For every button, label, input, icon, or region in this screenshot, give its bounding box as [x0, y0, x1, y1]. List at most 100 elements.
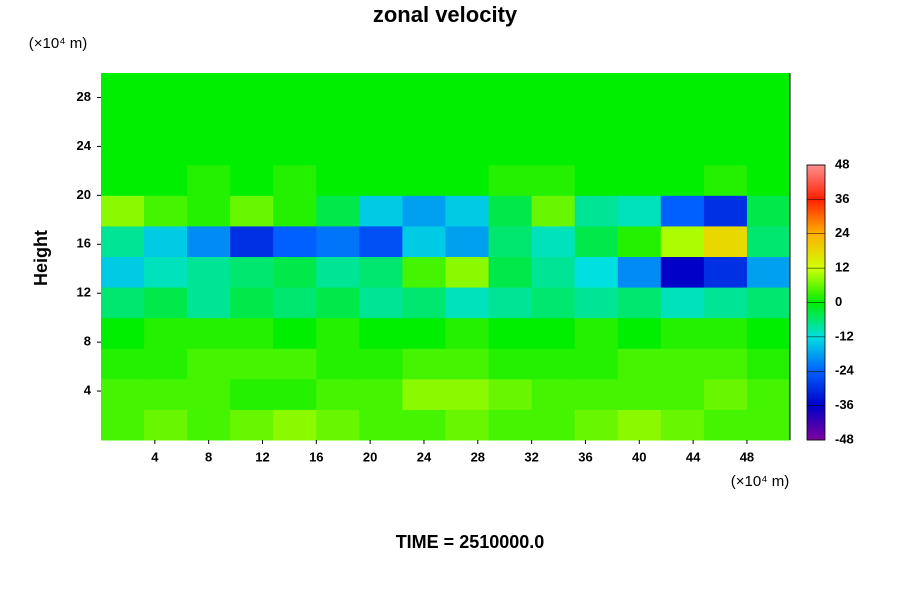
heat-cell	[746, 409, 791, 441]
heat-cell	[187, 317, 231, 349]
x-tick-label: 16	[309, 449, 323, 464]
heat-cell	[101, 348, 145, 380]
heat-cell	[660, 409, 705, 441]
heat-cell	[746, 134, 791, 166]
heat-cell	[101, 225, 145, 257]
heat-cell	[617, 348, 662, 380]
heat-cell	[230, 225, 274, 257]
heat-cell	[660, 134, 705, 166]
heat-cell	[660, 73, 705, 105]
heat-cell	[660, 378, 705, 410]
heat-cell	[187, 164, 231, 196]
heat-cell	[187, 256, 231, 288]
heat-cell	[488, 287, 533, 319]
heat-cell	[359, 348, 403, 380]
heat-cell	[230, 103, 274, 135]
footer: TIME = 2510000.0	[396, 532, 545, 552]
heat-cell	[402, 73, 446, 105]
heat-cell	[746, 256, 791, 288]
chart-title: zonal velocity	[373, 2, 518, 27]
heat-cell	[531, 378, 576, 410]
heat-cell	[273, 195, 317, 227]
heat-cell	[531, 225, 576, 257]
heat-cell	[273, 134, 317, 166]
heat-cell	[316, 378, 360, 410]
heat-cell	[402, 103, 446, 135]
heat-cell	[574, 195, 619, 227]
heat-cell	[574, 317, 619, 349]
heat-cell	[531, 73, 576, 105]
y-tick-label: 12	[77, 285, 91, 300]
heat-cell	[101, 134, 145, 166]
heat-cell	[445, 256, 490, 288]
heat-cell	[488, 256, 533, 288]
colorbar-tick-label: 36	[835, 191, 849, 206]
colorbar-tick-label: -24	[835, 363, 855, 378]
heat-cell	[445, 134, 490, 166]
heat-cell	[531, 164, 576, 196]
heat-cell	[273, 287, 317, 319]
heat-cell	[488, 164, 533, 196]
heat-cell	[660, 195, 705, 227]
heat-cell	[187, 134, 231, 166]
heat-cell	[230, 409, 274, 441]
heat-cell	[746, 348, 791, 380]
heat-cell	[617, 409, 662, 441]
heat-cell	[402, 409, 446, 441]
y-tick-label: 8	[84, 334, 91, 349]
heat-cell	[574, 287, 619, 319]
x-tick-label: 40	[632, 449, 646, 464]
heat-cell	[316, 103, 360, 135]
heat-cell	[746, 73, 791, 105]
y-tick-label: 4	[84, 383, 92, 398]
heat-cell	[402, 378, 446, 410]
heat-cell	[617, 73, 662, 105]
x-tick-label: 20	[363, 449, 377, 464]
heat-cell	[445, 225, 490, 257]
colorbar-tick-label: -48	[835, 431, 854, 446]
x-tick-label: 44	[686, 449, 701, 464]
heat-cell	[660, 164, 705, 196]
heat-cell	[144, 103, 188, 135]
heat-cell	[101, 409, 145, 441]
heat-cell	[187, 103, 231, 135]
heat-cell	[144, 287, 188, 319]
y-tick-label: 20	[77, 187, 91, 202]
heat-cell	[273, 256, 317, 288]
heat-cell	[101, 164, 145, 196]
x-tick-label: 12	[255, 449, 269, 464]
heat-cell	[187, 348, 231, 380]
heat-cell	[445, 103, 490, 135]
heat-cell	[402, 164, 446, 196]
heat-cell	[230, 317, 274, 349]
heat-cell	[273, 225, 317, 257]
heat-cell	[273, 317, 317, 349]
heat-cell	[531, 103, 576, 135]
heat-cell	[359, 134, 403, 166]
heat-cell	[316, 73, 360, 105]
heat-cell	[187, 225, 231, 257]
heat-cell	[359, 195, 403, 227]
heat-cell	[402, 348, 446, 380]
heat-cell	[144, 195, 188, 227]
colorbar-tick-label: -36	[835, 397, 854, 412]
colorbar-tick-label: 0	[835, 294, 842, 309]
heat-cell	[617, 195, 662, 227]
heat-cell	[660, 225, 705, 257]
heat-cell	[273, 164, 317, 196]
heat-cell	[746, 378, 791, 410]
heat-cell	[703, 164, 748, 196]
heat-cell	[101, 195, 145, 227]
heat-cell	[316, 256, 360, 288]
heat-cell	[101, 103, 145, 135]
heat-cell	[531, 287, 576, 319]
colorbar-tick-label: -12	[835, 328, 854, 343]
heat-cell	[187, 195, 231, 227]
heat-cell	[445, 73, 490, 105]
heat-cell	[273, 409, 317, 441]
y-tick-label: 16	[77, 236, 91, 251]
heat-cell	[746, 225, 791, 257]
heat-cell	[445, 164, 490, 196]
heat-cell	[746, 317, 791, 349]
heat-cell	[617, 225, 662, 257]
